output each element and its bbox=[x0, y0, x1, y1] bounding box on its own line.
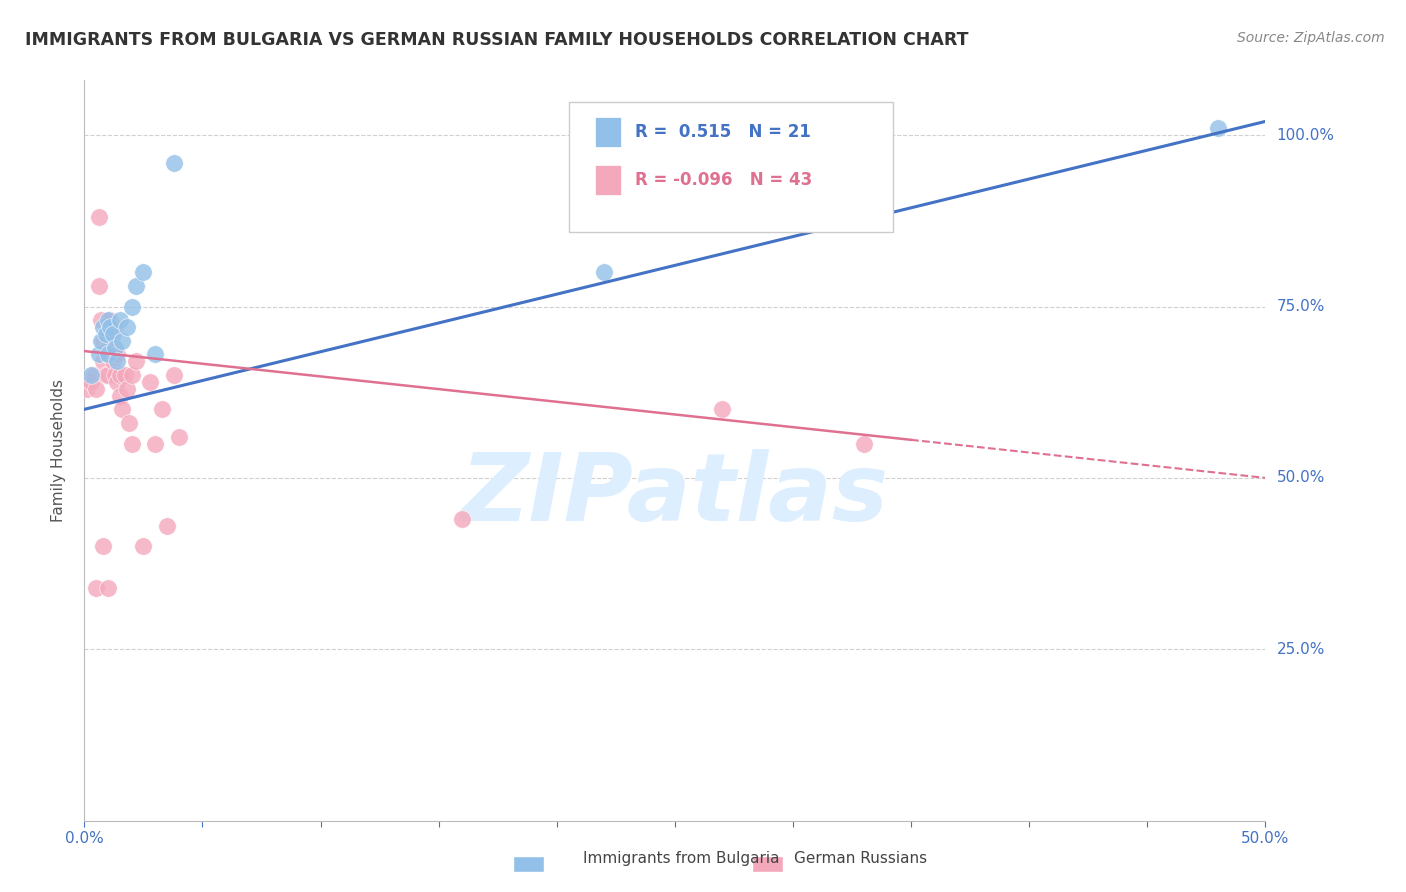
Point bbox=[83, 368, 105, 382]
Y-axis label: Family Households: Family Households bbox=[51, 379, 66, 522]
Point bbox=[108, 368, 131, 382]
Point bbox=[108, 313, 131, 327]
Point bbox=[107, 354, 129, 368]
Point bbox=[121, 368, 143, 382]
Point bbox=[84, 581, 107, 595]
Point bbox=[101, 354, 124, 368]
Text: 25.0%: 25.0% bbox=[1277, 641, 1324, 657]
Point bbox=[97, 313, 120, 327]
Point bbox=[118, 416, 141, 430]
Point bbox=[121, 436, 143, 450]
Point bbox=[111, 402, 134, 417]
Point bbox=[139, 375, 162, 389]
Point bbox=[87, 347, 110, 361]
Point bbox=[121, 300, 143, 314]
Point bbox=[104, 320, 127, 334]
Point bbox=[163, 155, 186, 169]
Point bbox=[107, 347, 129, 361]
Text: R = -0.096   N = 43: R = -0.096 N = 43 bbox=[634, 171, 813, 189]
Point bbox=[91, 334, 114, 348]
Text: Source: ZipAtlas.com: Source: ZipAtlas.com bbox=[1237, 31, 1385, 45]
Point bbox=[80, 375, 103, 389]
Point bbox=[94, 368, 117, 382]
Point bbox=[115, 382, 138, 396]
Text: IMMIGRANTS FROM BULGARIA VS GERMAN RUSSIAN FAMILY HOUSEHOLDS CORRELATION CHART: IMMIGRANTS FROM BULGARIA VS GERMAN RUSSI… bbox=[25, 31, 969, 49]
Point bbox=[94, 326, 117, 341]
Point bbox=[143, 436, 166, 450]
Point bbox=[132, 265, 155, 279]
Point bbox=[101, 341, 124, 355]
Point bbox=[150, 402, 173, 417]
Point bbox=[91, 320, 114, 334]
Point bbox=[94, 347, 117, 361]
Point bbox=[111, 334, 134, 348]
Point bbox=[163, 368, 186, 382]
Point bbox=[125, 279, 148, 293]
Point bbox=[91, 540, 114, 554]
Text: R =  0.515   N = 21: R = 0.515 N = 21 bbox=[634, 123, 811, 141]
FancyBboxPatch shape bbox=[568, 103, 893, 232]
Point bbox=[1206, 121, 1229, 136]
Point bbox=[125, 354, 148, 368]
Text: 100.0%: 100.0% bbox=[1277, 128, 1334, 143]
Text: 50.0%: 50.0% bbox=[1277, 470, 1324, 485]
Point bbox=[114, 368, 136, 382]
Point bbox=[101, 326, 124, 341]
Point bbox=[132, 540, 155, 554]
Point bbox=[143, 347, 166, 361]
Point bbox=[97, 368, 120, 382]
Point bbox=[80, 368, 103, 382]
Point bbox=[852, 436, 875, 450]
Point bbox=[97, 334, 120, 348]
Point bbox=[87, 211, 110, 225]
Point bbox=[167, 430, 190, 444]
Point bbox=[76, 382, 98, 396]
Point bbox=[97, 347, 120, 361]
Text: ZIPatlas: ZIPatlas bbox=[461, 449, 889, 541]
Point bbox=[104, 341, 127, 355]
Text: 75.0%: 75.0% bbox=[1277, 299, 1324, 314]
Point bbox=[104, 368, 127, 382]
Point bbox=[108, 389, 131, 403]
Point bbox=[90, 334, 112, 348]
Text: German Russians: German Russians bbox=[794, 852, 928, 866]
Point bbox=[107, 375, 129, 389]
Point bbox=[98, 320, 121, 334]
Point bbox=[97, 581, 120, 595]
Point bbox=[98, 326, 121, 341]
Point bbox=[98, 313, 121, 327]
Point bbox=[115, 320, 138, 334]
Point bbox=[91, 354, 114, 368]
Bar bbox=[595, 165, 620, 195]
Bar bbox=[595, 118, 620, 147]
Point bbox=[90, 313, 112, 327]
Text: Immigrants from Bulgaria: Immigrants from Bulgaria bbox=[583, 852, 780, 866]
Point bbox=[593, 265, 616, 279]
Point bbox=[87, 279, 110, 293]
Point bbox=[156, 519, 179, 533]
Point bbox=[451, 512, 474, 526]
Point bbox=[84, 382, 107, 396]
Point bbox=[711, 402, 734, 417]
